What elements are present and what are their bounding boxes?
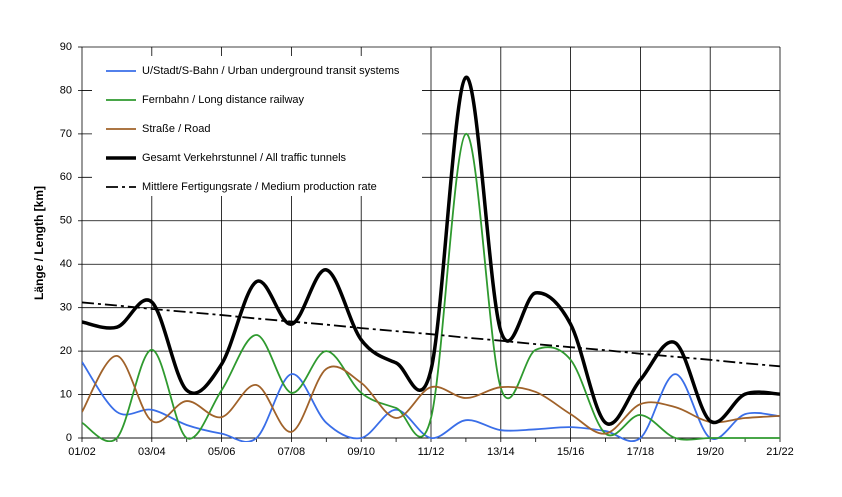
legend-box: [92, 56, 422, 196]
y-axis-label: Länge / Length [km]: [32, 186, 46, 300]
y-tick-label: 90: [60, 41, 72, 53]
series-line: [82, 75, 780, 426]
legend-label: Gesamt Verkehrstunnel / All traffic tunn…: [142, 152, 347, 164]
x-tick-label: 01/02: [68, 446, 96, 458]
x-tick-label: 05/06: [208, 446, 236, 458]
y-tick-label: 20: [60, 345, 72, 357]
y-tick-label: 80: [60, 84, 72, 96]
series-line: [82, 354, 780, 435]
x-tick-label: 13/14: [487, 446, 515, 458]
y-tick-label: 60: [60, 171, 72, 183]
legend-label: Straße / Road: [142, 123, 210, 135]
legend-label: Fernbahn / Long distance railway: [142, 94, 305, 106]
y-tick-label: 0: [66, 432, 72, 444]
y-tick-label: 70: [60, 128, 72, 140]
x-tick-label: 11/12: [418, 446, 445, 458]
x-tick-label: 07/08: [278, 446, 306, 458]
x-tick-label: 09/10: [347, 446, 375, 458]
legend-label: Mittlere Fertigungsrate / Medium product…: [142, 181, 377, 193]
x-tick-label: 15/16: [557, 446, 585, 458]
series-line: [82, 132, 780, 442]
y-tick-label: 10: [60, 388, 72, 400]
plot-area: [82, 75, 780, 442]
y-tick-label: 40: [60, 258, 72, 270]
series-line: [82, 301, 780, 368]
x-tick-label: 21/22: [766, 446, 794, 458]
x-tick-label: 03/04: [138, 446, 166, 458]
x-tick-label: 17/18: [627, 446, 655, 458]
legend-label: U/Stadt/S-Bahn / Urban underground trans…: [142, 65, 400, 77]
x-tick-label: 19/20: [696, 446, 724, 458]
y-tick-label: 50: [60, 215, 72, 227]
y-tick-label: 30: [60, 302, 72, 314]
